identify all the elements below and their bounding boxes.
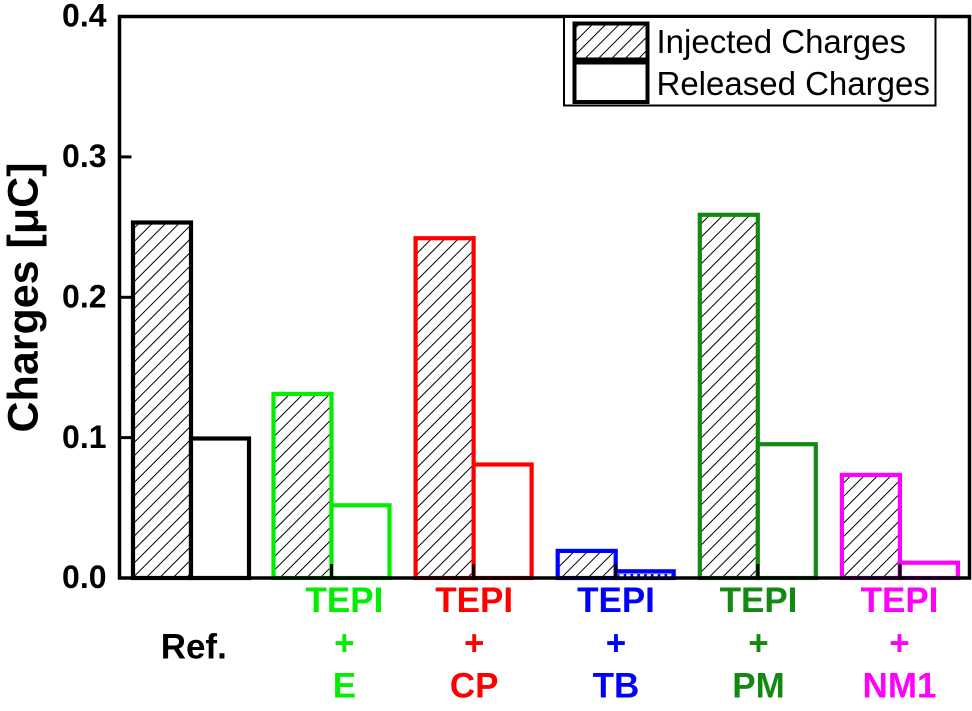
svg-text:0.1: 0.1 (62, 419, 106, 455)
svg-text:E: E (333, 667, 356, 706)
svg-text:+: + (334, 624, 354, 663)
svg-text:NM1: NM1 (863, 667, 937, 706)
svg-text:Charges [μC]: Charges [μC] (0, 162, 48, 432)
svg-text:0.0: 0.0 (62, 559, 106, 595)
svg-text:TEPI: TEPI (861, 581, 939, 620)
svg-text:+: + (606, 624, 626, 663)
svg-text:TEPI: TEPI (306, 581, 384, 620)
svg-text:0.2: 0.2 (62, 279, 106, 315)
svg-text:CP: CP (450, 667, 499, 706)
svg-text:Released Charges: Released Charges (657, 65, 930, 102)
svg-text:Ref.: Ref. (161, 628, 227, 667)
svg-text:0.4: 0.4 (62, 0, 107, 34)
svg-text:PM: PM (732, 667, 785, 706)
svg-text:TEPI: TEPI (577, 581, 655, 620)
svg-text:TEPI: TEPI (720, 581, 798, 620)
svg-text:TB: TB (593, 667, 640, 706)
svg-text:+: + (748, 624, 768, 663)
svg-text:Injected Charges: Injected Charges (657, 23, 906, 60)
svg-text:+: + (889, 624, 909, 663)
svg-text:+: + (464, 624, 484, 663)
svg-text:0.3: 0.3 (62, 138, 106, 174)
svg-text:TEPI: TEPI (435, 581, 513, 620)
